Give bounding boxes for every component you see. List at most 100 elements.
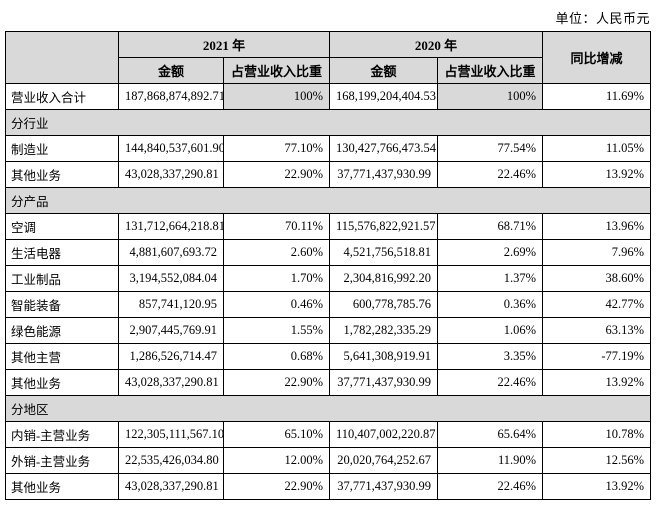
ratio-2021-cell: 0.46% [222,291,331,318]
table-row: 绿色能源 2,907,445,769.91 1.55% 1,782,282,33… [5,317,652,344]
table-row: 其他主营 1,286,526,714.47 0.68% 5,641,308,91… [5,343,652,370]
table-row: 其他业务 43,028,337,290.81 22.90% 37,771,437… [5,369,652,396]
amount-2020-cell: 115,576,822,921.57 [329,213,439,240]
amount-2020-cell: 37,771,437,930.99 [329,473,439,500]
section-row-region: 分地区 [4,395,652,422]
row-label: 其他业务 [5,473,119,500]
table-row: 内销-主营业务 122,305,111,567.10 65.10% 110,40… [5,421,652,448]
ratio-2020-cell: 22.46% [437,161,544,188]
amount-2020-cell: 37,771,437,930.99 [329,369,439,396]
yoy-cell: 10.78% [542,421,652,448]
header-row-years: 2021 年 2020 年 同比增减 [5,31,652,84]
amount-header-2021: 金额 [118,57,224,84]
amount-2020-cell: 5,641,308,919.91 [329,343,439,370]
ratio-2021-cell: 22.90% [222,473,331,500]
ratio-2021-cell: 77.10% [222,135,331,162]
ratio-2020-cell: 65.64% [437,421,544,448]
yoy-cell: 11.69% [542,83,652,110]
table-row-total: 营业收入合计 187,868,874,892.71 100% 168,199,2… [5,83,652,110]
ratio-header-2021: 占营业收入比重 [222,57,331,84]
amount-2020-cell: 130,427,766,473.54 [329,135,439,162]
amount-2020-cell: 37,771,437,930.99 [329,161,439,188]
row-label: 制造业 [5,135,119,162]
yoy-cell: 12.56% [542,447,652,474]
table-row: 外销-主营业务 22,535,426,034.80 12.00% 20,020,… [5,447,652,474]
row-label: 其他业务 [5,369,119,396]
amount-header-2020: 金额 [329,57,439,84]
ratio-2021-cell: 1.70% [222,265,331,292]
row-label: 营业收入合计 [5,83,119,110]
ratio-2020-cell: 77.54% [437,135,544,162]
ratio-header-2020: 占营业收入比重 [437,57,544,84]
row-label: 其他业务 [5,161,119,188]
yoy-cell: 42.77% [542,291,652,318]
amount-2020-cell: 1,782,282,335.29 [329,317,439,344]
revenue-breakdown-table: 2021 年 2020 年 同比增减 金额 占营业收入比重 金额 占营业收入比重… [4,31,652,500]
amount-2020-cell: 2,304,816,992.20 [329,265,439,292]
table-row: 智能装备 857,741,120.95 0.46% 600,778,785.76… [5,291,652,318]
row-label: 空调 [5,213,119,240]
section-row-product: 分产品 [4,187,652,214]
amount-2021-cell: 43,028,337,290.81 [118,473,224,500]
ratio-2020-cell: 11.90% [437,447,544,474]
yoy-cell: 13.92% [542,161,652,188]
amount-2021-cell: 3,194,552,084.04 [118,265,224,292]
yoy-cell: 13.92% [542,369,652,396]
amount-2021-cell: 122,305,111,567.10 [118,421,224,448]
header-row-metrics: 金额 占营业收入比重 金额 占营业收入比重 [6,57,651,84]
ratio-2021-cell: 22.90% [222,369,331,396]
table-row: 其他业务 43,028,337,290.81 22.90% 37,771,437… [5,161,652,188]
amount-2021-cell: 131,712,664,218.81 [118,213,224,240]
section-label: 分地区 [4,395,652,422]
ratio-2020-cell: 2.69% [437,239,544,266]
amount-2021-cell: 22,535,426,034.80 [118,447,224,474]
amount-2021-cell: 1,286,526,714.47 [118,343,224,370]
ratio-2021-cell: 1.55% [222,317,331,344]
amount-2021-cell: 4,881,607,693.72 [118,239,224,266]
ratio-2020-cell: 1.06% [437,317,544,344]
section-label: 分产品 [4,187,652,214]
section-row-industry: 分行业 [4,109,652,136]
yoy-cell: 63.13% [542,317,652,344]
year-2020-header: 2020 年 [329,31,544,58]
row-label: 生活电器 [5,239,119,266]
ratio-2021-cell: 12.00% [222,447,331,474]
amount-2021-cell: 187,868,874,892.71 [118,83,224,110]
amount-2021-cell: 43,028,337,290.81 [118,369,224,396]
amount-2021-cell: 144,840,537,601.90 [118,135,224,162]
ratio-2020-cell: 1.37% [437,265,544,292]
ratio-2021-cell: 70.11% [222,213,331,240]
row-label: 外销-主营业务 [5,447,119,474]
row-label: 绿色能源 [5,317,119,344]
corner-cell [5,31,119,84]
amount-2020-cell: 600,778,785.76 [329,291,439,318]
section-label: 分行业 [4,109,652,136]
ratio-2020-cell: 0.36% [437,291,544,318]
year-2021-header: 2021 年 [117,31,331,58]
ratio-2020-cell: 100% [437,83,544,110]
amount-2020-cell: 168,199,204,404.53 [329,83,439,110]
yoy-cell: 7.96% [542,239,652,266]
ratio-2020-cell: 22.46% [437,473,544,500]
amount-2021-cell: 2,907,445,769.91 [118,317,224,344]
yoy-header: 同比增减 [542,31,652,84]
table-row: 空调 131,712,664,218.81 70.11% 115,576,822… [5,213,652,240]
ratio-2020-cell: 22.46% [437,369,544,396]
ratio-2021-cell: 0.68% [222,343,331,370]
yoy-cell: 13.96% [542,213,652,240]
ratio-2021-cell: 65.10% [222,421,331,448]
row-label: 工业制品 [5,265,119,292]
amount-2020-cell: 4,521,756,518.81 [329,239,439,266]
yoy-cell: 11.05% [542,135,652,162]
ratio-2020-cell: 68.71% [437,213,544,240]
yoy-cell: -77.19% [542,343,652,370]
ratio-2020-cell: 3.35% [437,343,544,370]
table-row: 制造业 144,840,537,601.90 77.10% 130,427,76… [5,135,652,162]
amount-2021-cell: 857,741,120.95 [118,291,224,318]
row-label: 其他主营 [5,343,119,370]
ratio-2021-cell: 100% [222,83,331,110]
yoy-cell: 38.60% [542,265,652,292]
table-row: 生活电器 4,881,607,693.72 2.60% 4,521,756,51… [5,239,652,266]
ratio-2021-cell: 22.90% [222,161,331,188]
